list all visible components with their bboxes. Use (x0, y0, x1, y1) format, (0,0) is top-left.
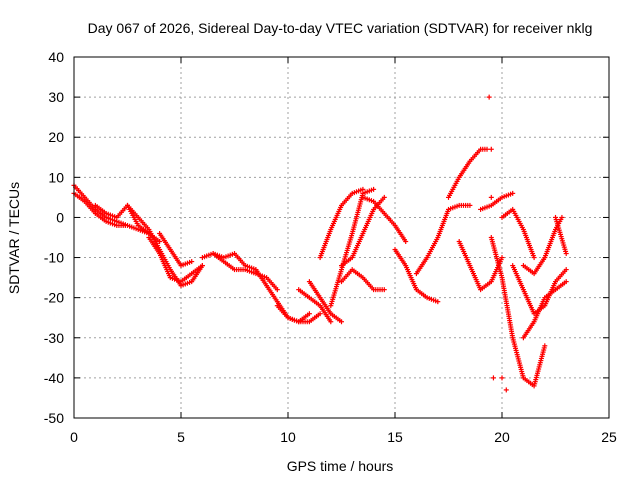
tick-labels: 0 5 10 15 20 25 -50 -40 -30 -20 -10 0 10 20 30 40 (44, 49, 617, 445)
grid-lines (74, 57, 609, 418)
y-tick-label: 10 (48, 169, 64, 185)
y-axis-label: SDTVAR / TECUs (6, 182, 22, 294)
data-points (71, 94, 569, 393)
series-track-14 (339, 194, 387, 269)
y-tick-label: 40 (48, 49, 64, 65)
series-track-23 (488, 235, 548, 389)
y-tick-label: -10 (44, 250, 64, 266)
x-tick-label: 0 (70, 429, 78, 445)
series-track-18 (392, 247, 441, 305)
series-track-16 (339, 267, 387, 293)
x-tick-label: 15 (387, 429, 403, 445)
y-tick-label: 0 (56, 209, 64, 225)
series-track-27 (553, 214, 569, 257)
series-track-25 (520, 279, 569, 341)
series-track-22 (478, 190, 516, 212)
series-track-11 (296, 287, 334, 325)
y-tick-label: -50 (44, 410, 64, 426)
y-tick-label: -20 (44, 290, 64, 306)
series-track-05 (146, 235, 205, 285)
series-track-17 (360, 194, 409, 245)
y-tick-label: -30 (44, 330, 64, 346)
series-track-02 (71, 190, 128, 228)
plot-frame (73, 56, 610, 419)
y-tick-label: -40 (44, 370, 64, 386)
x-tick-label: 5 (177, 429, 185, 445)
chart-title: Day 067 of 2026, Sidereal Day-to-day VTE… (88, 20, 593, 36)
series-track-19 (413, 202, 473, 277)
series-track-28 (499, 206, 537, 261)
series-track-04 (125, 202, 205, 289)
series-track-12 (306, 279, 344, 325)
series-track-06 (157, 230, 195, 269)
x-tick-label: 25 (601, 429, 617, 445)
series-track-15 (317, 186, 366, 261)
x-tick-label: 20 (494, 429, 510, 445)
y-tick-label: 30 (48, 89, 64, 105)
series-track-10 (274, 303, 323, 325)
x-axis-label: GPS time / hours (287, 458, 394, 474)
series-track-20 (446, 146, 490, 200)
series-outliers (486, 94, 509, 393)
series-track-21 (456, 239, 505, 293)
series-track-13 (328, 186, 377, 309)
y-tick-label: 20 (48, 129, 64, 145)
x-tick-label: 10 (280, 429, 296, 445)
